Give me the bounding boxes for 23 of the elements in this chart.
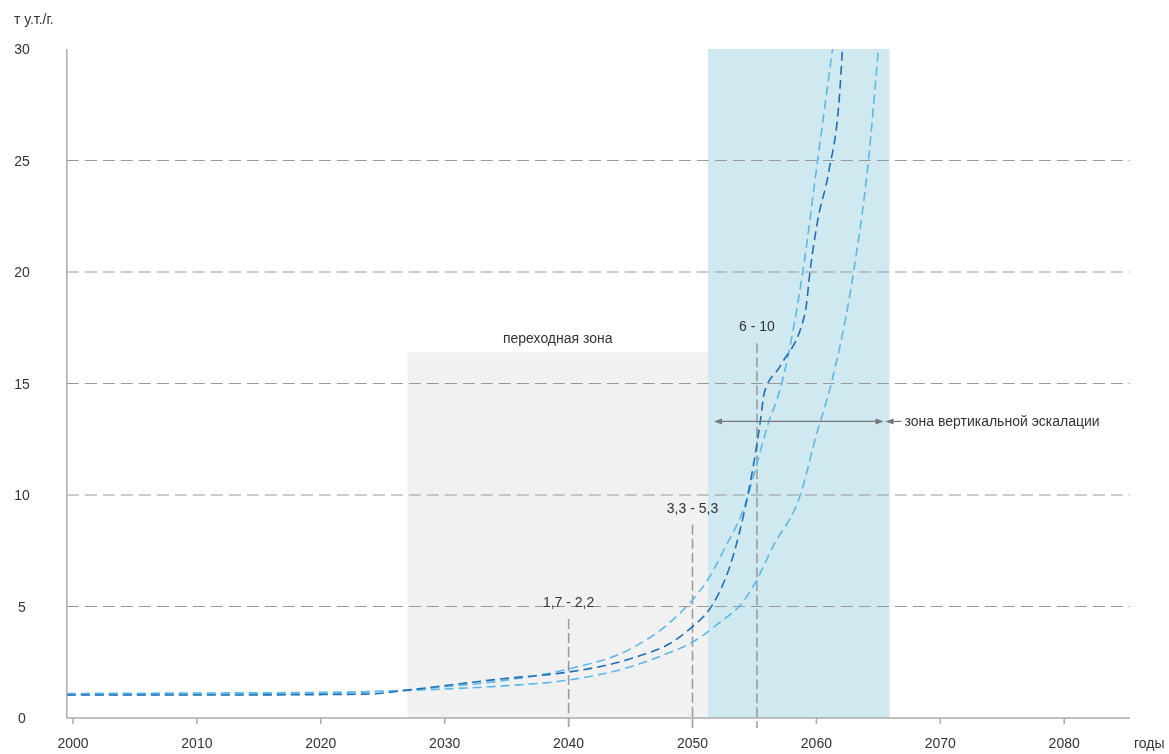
band-label: зона вертикальной эскалации bbox=[904, 413, 1100, 430]
y-tick-label: 15 bbox=[14, 375, 30, 392]
y-tick-label: 25 bbox=[14, 152, 30, 169]
band-label: переходная зона bbox=[502, 330, 613, 347]
x-tick-label: 2050 bbox=[676, 735, 709, 751]
x-tick-label: 2070 bbox=[924, 735, 957, 751]
annotation: 1,7 - 2,2 bbox=[542, 593, 595, 610]
x-axis-title: годы bbox=[1134, 735, 1165, 751]
x-tick-label: 2060 bbox=[800, 735, 833, 751]
x-tick-label: 2030 bbox=[429, 735, 461, 751]
y-tick-label: 10 bbox=[14, 487, 30, 503]
y-tick-label: 5 bbox=[18, 598, 27, 615]
y-tick-label: 0 bbox=[18, 710, 27, 726]
y-tick-label: 20 bbox=[14, 264, 30, 280]
annotation: 6 - 10 bbox=[739, 318, 776, 335]
x-tick-label: 2040 bbox=[553, 735, 585, 751]
annotation: 3,3 - 5,3 bbox=[666, 499, 719, 516]
x-tick-label: 2080 bbox=[1048, 735, 1080, 751]
y-axis-title: т у.т./г. bbox=[14, 11, 54, 27]
x-tick-label: 2020 bbox=[305, 735, 337, 751]
x-tick-label: 2010 bbox=[181, 735, 213, 751]
y-tick-label: 30 bbox=[14, 41, 30, 57]
x-tick-label: 2000 bbox=[57, 735, 89, 751]
